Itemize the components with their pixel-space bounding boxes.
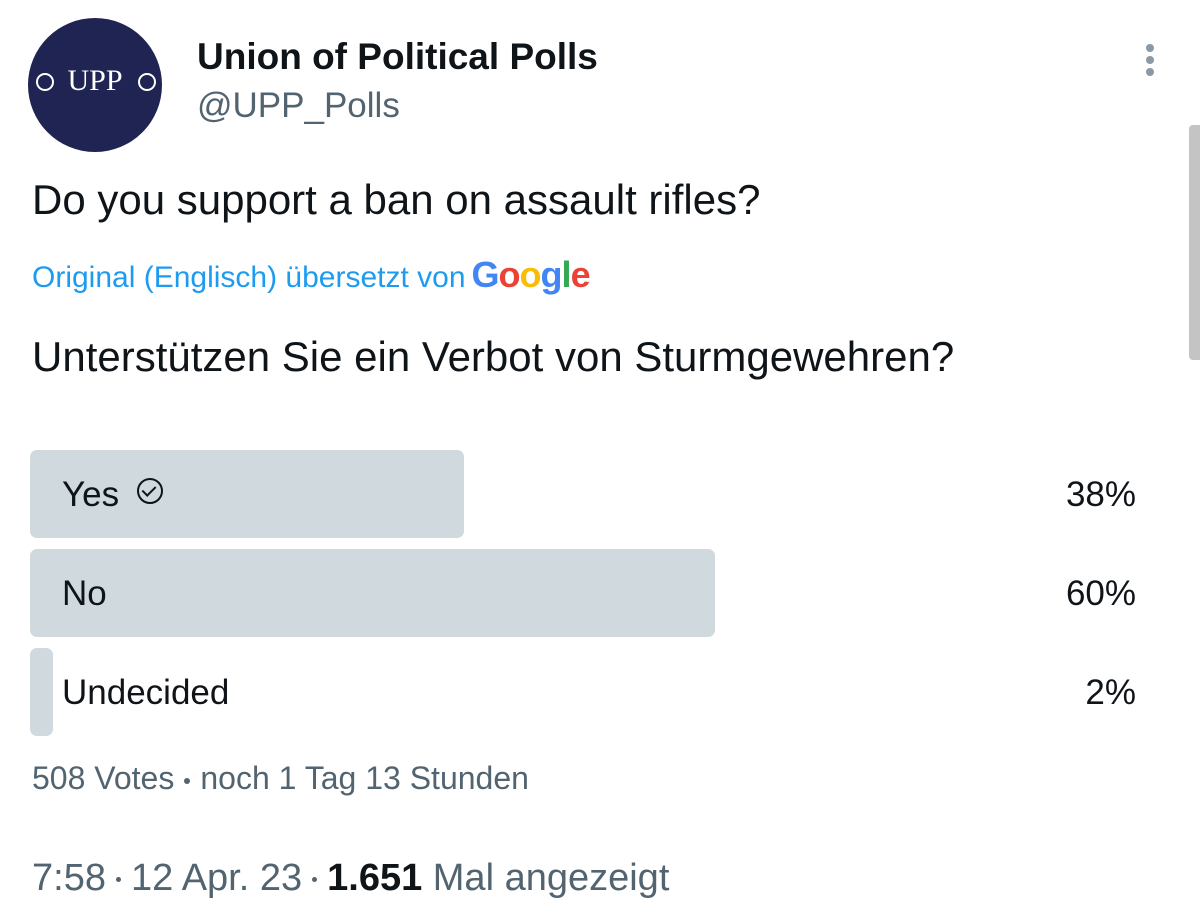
display-name[interactable]: Union of Political Polls xyxy=(197,36,598,77)
scrollbar xyxy=(1189,125,1200,360)
google-logo: Google xyxy=(471,254,591,295)
option-label: No xyxy=(62,574,107,613)
option-label: Undecided xyxy=(62,673,230,712)
avatar-symbol xyxy=(138,73,156,91)
tweet-footer: 7:58 12 Apr. 23 1.651 Mal angezeigt xyxy=(32,857,669,900)
poll-bar xyxy=(30,549,716,637)
avatar-symbol xyxy=(36,73,54,91)
translation-note[interactable]: Original (Englisch) übersetzt von Google xyxy=(32,254,591,296)
translation-note-text: Original (Englisch) übersetzt von xyxy=(32,261,466,294)
time: 7:58 xyxy=(32,857,106,899)
avatar-text: UPP xyxy=(67,64,123,97)
option-percent: 38% xyxy=(1065,475,1136,514)
vote-count: 508 Votes xyxy=(32,760,175,796)
separator xyxy=(115,877,121,883)
option-percent: 60% xyxy=(1065,574,1136,613)
separator xyxy=(312,877,318,883)
more-menu[interactable] xyxy=(1146,44,1154,80)
time-left: noch 1 Tag 13 Stunden xyxy=(200,760,529,796)
separator xyxy=(184,777,191,784)
handle[interactable]: @UPP_Polls xyxy=(197,86,400,125)
poll-meta: 508 Votes noch 1 Tag 13 Stunden xyxy=(32,760,529,797)
poll-option: No xyxy=(62,574,107,614)
view-count: 1.651 xyxy=(327,857,423,899)
avatar[interactable]: UPP xyxy=(28,18,162,152)
selected-check xyxy=(137,478,164,504)
option-percent: 2% xyxy=(1085,673,1136,712)
views-label: Mal angezeigt xyxy=(432,857,670,899)
translated-text: Unterstützen Sie ein Verbot von Sturmgew… xyxy=(32,333,955,380)
poll-bar xyxy=(30,648,53,736)
poll-option: Undecided xyxy=(62,673,229,713)
poll-option: Yes xyxy=(62,475,164,515)
option-label: Yes xyxy=(62,475,120,514)
tweet-text: Do you support a ban on assault rifles? xyxy=(32,176,761,223)
date: 12 Apr. 23 xyxy=(130,857,303,899)
poll-bar xyxy=(30,450,464,538)
